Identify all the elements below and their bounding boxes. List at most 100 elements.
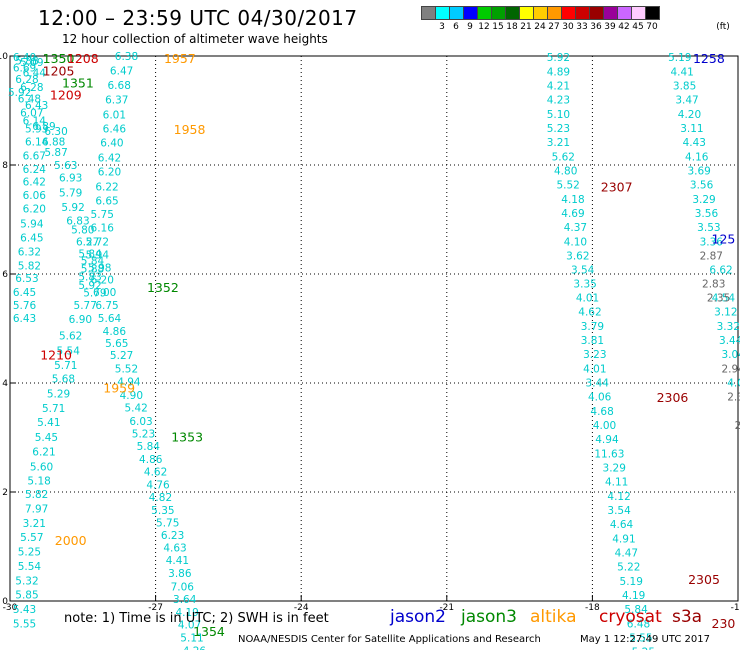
pass-time-label: 1205 [43, 64, 75, 79]
swh-value: 3.21 [23, 518, 46, 530]
x-tick-label: -24 [294, 603, 309, 613]
swh-value: 3.04 [721, 349, 740, 361]
colorbar-tick-label: 21 [520, 22, 532, 32]
pass-time-label: 2306 [657, 390, 689, 405]
colorbar-tick-label: 24 [534, 22, 546, 32]
swh-value: 6.48 [627, 618, 650, 630]
swh-value: 5.23 [547, 123, 570, 135]
swh-value: 6.28 [20, 82, 43, 94]
swh-value: 4.12 [607, 491, 630, 503]
swh-value: 6.46 [103, 123, 127, 135]
swh-value: 4.91 [612, 533, 635, 545]
swh-value: 6.48 [18, 94, 41, 106]
swh-value: 5.82 [18, 260, 41, 272]
swh-value: 6.47 [110, 66, 133, 78]
swh-value: 5.52 [115, 363, 138, 375]
swh-value: 6.32 [18, 247, 41, 259]
chart-title: 12:00 – 23:59 UTC 04/30/2017 [38, 6, 358, 30]
legend-cryosat: cryosat [599, 607, 662, 627]
swh-value: 3.23 [583, 349, 606, 361]
swh-value: 4.0 [727, 377, 740, 389]
pass-time-label: 1351 [62, 76, 94, 91]
swh-value: 3.29 [692, 194, 715, 206]
swh-value: 6.68 [108, 80, 131, 92]
swh-value-low: 2.3 [727, 392, 740, 404]
footer-timestamp: May 1 12:27:49 UTC 2017 [580, 634, 710, 645]
swh-value: 4.80 [554, 165, 577, 177]
swh-value: 4.07 [178, 619, 201, 631]
legend-s3a: s3a [672, 607, 703, 627]
swh-value: 5.29 [47, 388, 70, 400]
swh-value: 5.94 [20, 218, 44, 230]
pass-time-label: 2307 [601, 179, 633, 194]
swh-value: 5.19 [668, 52, 691, 64]
swh-value: 4.63 [163, 543, 186, 555]
swh-value: 6.42 [23, 176, 46, 188]
swh-value: 3.53 [697, 222, 720, 234]
swh-value: 5.83 [78, 272, 101, 284]
pass-time-label: 1209 [50, 88, 82, 103]
swh-value: 6.00 [93, 287, 116, 299]
pass-time-label: 2000 [55, 533, 87, 548]
swh-value: 5.65 [105, 338, 128, 350]
legend-jason2: jason2 [390, 607, 446, 627]
swh-value: 6.28 [15, 74, 38, 86]
swh-value: 4.00 [593, 420, 616, 432]
pass-time-label: 1354 [193, 624, 225, 639]
y-tick-label: 8 [2, 161, 8, 171]
swh-value: 6.75 [95, 300, 118, 312]
swh-value: 3.56 [695, 208, 719, 220]
pass-time-label: 1958 [174, 122, 206, 137]
swh-value-low: 2.87 [700, 250, 723, 262]
swh-value: 6.38 [115, 51, 138, 63]
colorbar-tick-label: 6 [453, 22, 459, 32]
swh-value: 6.01 [103, 109, 126, 121]
swh-value: 5.62 [59, 331, 82, 343]
swh-value: 5.93 [25, 123, 48, 135]
swh-value: 6.20 [23, 204, 46, 216]
colorbar-tick-label: 15 [492, 22, 504, 32]
swh-value: 5.42 [124, 403, 147, 415]
colorbar-tick-label: 18 [506, 22, 518, 32]
swh-value: 5.45 [35, 432, 58, 444]
swh-value: 5.84 [81, 255, 105, 267]
colorbar-tick-label: 70 [646, 22, 658, 32]
swh-value: 5.25 [632, 647, 655, 650]
swh-value: 5.77 [74, 300, 97, 312]
colorbar-swatches [421, 6, 740, 20]
swh-value: 4.26 [183, 646, 207, 650]
swh-value: 5.80 [71, 224, 94, 236]
swh-value: 5.57 [20, 532, 43, 544]
pass-time-label: 1210 [40, 348, 72, 363]
swh-value: 5.71 [42, 403, 65, 415]
colorbar-labels: 3 6 9 12 15 18 21 24 27 30 33 36 39 42 45 70 (ft) [421, 20, 740, 32]
legend-altika: altika [530, 607, 577, 627]
swh-value: 5.43 [13, 604, 36, 616]
swh-value: 6.62 [709, 265, 732, 277]
swh-value-low: 2 [735, 420, 740, 432]
swh-value: 5.94 [86, 249, 110, 261]
swh-value: 6.93 [59, 173, 82, 185]
footer-credit: NOAA/NESDIS Center for Satellite Applica… [238, 634, 541, 645]
swh-value: 4.19 [622, 590, 645, 602]
y-tick-label: 2 [2, 488, 8, 498]
swh-value: 6.07 [20, 108, 43, 120]
swh-value: 5.68 [52, 374, 75, 386]
swh-value-low: 2.94 [721, 363, 740, 375]
swh-value: 4.06 [588, 392, 612, 404]
swh-value: 5.18 [27, 476, 50, 488]
swh-value: 5.54 [18, 561, 42, 573]
swh-value: 3.36 [700, 236, 724, 248]
x-tick-label: -18 [585, 603, 600, 613]
legend-jason3: jason3 [461, 607, 517, 627]
swh-value: 6.83 [66, 216, 89, 228]
swh-value: 4.16 [685, 151, 709, 163]
swh-value: 5.27 [110, 350, 133, 362]
swh-value: 6.23 [161, 530, 184, 542]
swh-value: 3.44 [586, 377, 610, 389]
swh-value: 4.94 [117, 376, 141, 388]
colorbar-tick-label: 9 [467, 22, 473, 32]
swh-value: 5.52 [556, 180, 579, 192]
swh-value: 7.97 [25, 503, 48, 515]
swh-value: 6.45 [13, 287, 36, 299]
